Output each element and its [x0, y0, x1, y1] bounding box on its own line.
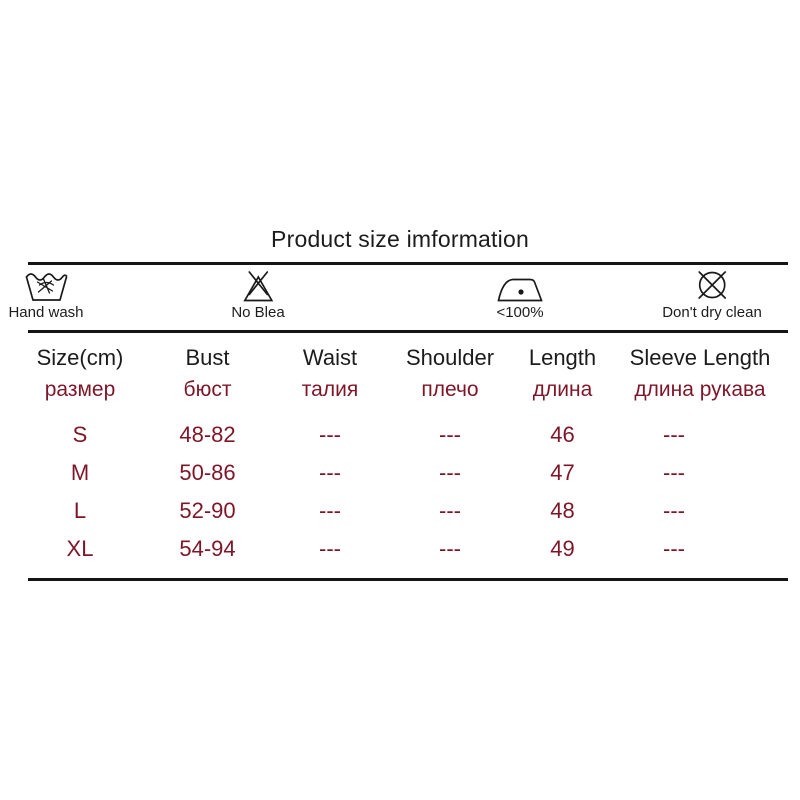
table-cell-size: XL	[66, 536, 94, 561]
table-cell-shoulder: ---	[439, 460, 461, 485]
no-dry-clean-icon	[694, 266, 730, 303]
care-item-label: Hand wash	[8, 304, 84, 321]
table-cell-length: 49	[550, 536, 575, 561]
column-header-ru: длина рукава	[634, 378, 766, 401]
table-cell-bust: 54-94	[179, 536, 236, 561]
table-cell-shoulder: ---	[439, 498, 461, 523]
table-cell-size: L	[73, 498, 87, 523]
no-bleach-icon	[240, 266, 276, 303]
table-cell-sleeve: ---	[663, 498, 685, 523]
table-cell-length: 47	[550, 460, 575, 485]
care-item-label: <100%	[496, 304, 544, 321]
column-header-en: Shoulder	[405, 345, 495, 370]
column-header-en: Length	[528, 345, 597, 370]
column-header-ru: длина	[532, 378, 593, 401]
table-cell-shoulder: ---	[439, 536, 461, 561]
care-item-label: Don't dry clean	[662, 304, 762, 321]
table-cell-sleeve: ---	[663, 460, 685, 485]
table-cell-length: 46	[550, 422, 575, 447]
middle-divider	[28, 330, 788, 333]
iron-low-icon	[496, 266, 544, 303]
column-header-en: Sleeve Length	[629, 345, 771, 370]
bottom-divider	[28, 578, 788, 581]
table-cell-waist: ---	[319, 498, 341, 523]
table-cell-sleeve: ---	[663, 422, 685, 447]
care-item-label: No Blea	[231, 304, 285, 321]
top-divider	[28, 262, 788, 265]
table-row: XL 54-94 --- --- 49 ---	[15, 530, 785, 568]
column-header-en: Bust	[185, 345, 230, 370]
column-header-ru: плечо	[421, 378, 479, 401]
hand-wash-icon	[24, 266, 68, 303]
care-item-no-bleach: No Blea	[231, 265, 285, 321]
table-row: S 48-82 --- --- 46 ---	[15, 416, 785, 454]
table-header-row-en: Size(cm) Bust Waist Shoulder Length Slee…	[15, 342, 785, 374]
table-cell-size: S	[72, 422, 88, 447]
column-header-en: Size(cm)	[36, 345, 124, 370]
table-cell-size: M	[70, 460, 90, 485]
table-row: M 50-86 --- --- 47 ---	[15, 454, 785, 492]
table-cell-sleeve: ---	[663, 536, 685, 561]
table-cell-waist: ---	[319, 422, 341, 447]
table-cell-waist: ---	[319, 460, 341, 485]
table-cell-waist: ---	[319, 536, 341, 561]
care-item-hand-wash: Hand wash	[8, 265, 84, 321]
table-cell-bust: 50-86	[179, 460, 236, 485]
care-item-iron: <100%	[496, 265, 544, 321]
table-cell-bust: 48-82	[179, 422, 236, 447]
table-spacer	[15, 406, 785, 416]
table-header-row-ru: размер бюст талия плечо длина длина рука…	[15, 374, 785, 406]
size-table: Size(cm) Bust Waist Shoulder Length Slee…	[15, 342, 785, 568]
column-header-ru: бюст	[183, 378, 232, 401]
column-header-ru: размер	[44, 378, 116, 401]
page-title: Product size imformation	[271, 226, 529, 252]
table-cell-shoulder: ---	[439, 422, 461, 447]
column-header-ru: талия	[301, 378, 359, 401]
table-row: L 52-90 --- --- 48 ---	[15, 492, 785, 530]
table-cell-bust: 52-90	[179, 498, 236, 523]
care-item-no-dry-clean: Don't dry clean	[662, 265, 762, 321]
column-header-en: Waist	[302, 345, 358, 370]
table-cell-length: 48	[550, 498, 575, 523]
